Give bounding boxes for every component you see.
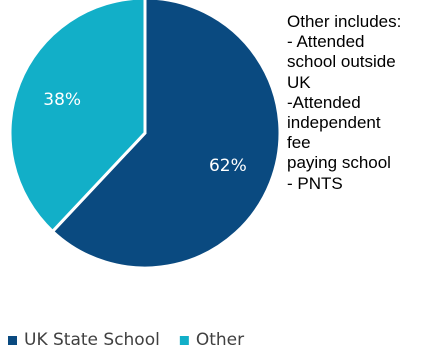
annotation-line: - PNTS bbox=[287, 173, 343, 193]
annotation-line: Other includes: bbox=[287, 12, 402, 31]
data-label: 62% bbox=[209, 156, 247, 176]
annotation-line: UK bbox=[287, 72, 311, 92]
annotation-note: Other includes: - Attended school outsid… bbox=[287, 12, 432, 194]
annotation-line: - Attended bbox=[287, 32, 365, 52]
pie-slices bbox=[8, 0, 282, 270]
pie-slice-uk-state-school bbox=[50, 0, 282, 270]
pie-data-labels: 62% 38% bbox=[43, 90, 246, 176]
pie-slice-other bbox=[8, 0, 147, 234]
annotation-line: independent bbox=[287, 113, 381, 133]
annotation-line: fee bbox=[287, 133, 311, 153]
annotation-line: paying school bbox=[287, 153, 391, 173]
legend-swatch bbox=[8, 336, 17, 345]
legend-swatch bbox=[179, 336, 189, 345]
legend-entry: Other bbox=[196, 330, 244, 350]
legend-entry: UK State School bbox=[24, 330, 160, 350]
annotation-line: school outside bbox=[287, 52, 396, 72]
data-label: 38% bbox=[43, 90, 81, 110]
legend: UK State School Other bbox=[8, 330, 244, 350]
annotation-line: -Attended bbox=[287, 92, 361, 112]
